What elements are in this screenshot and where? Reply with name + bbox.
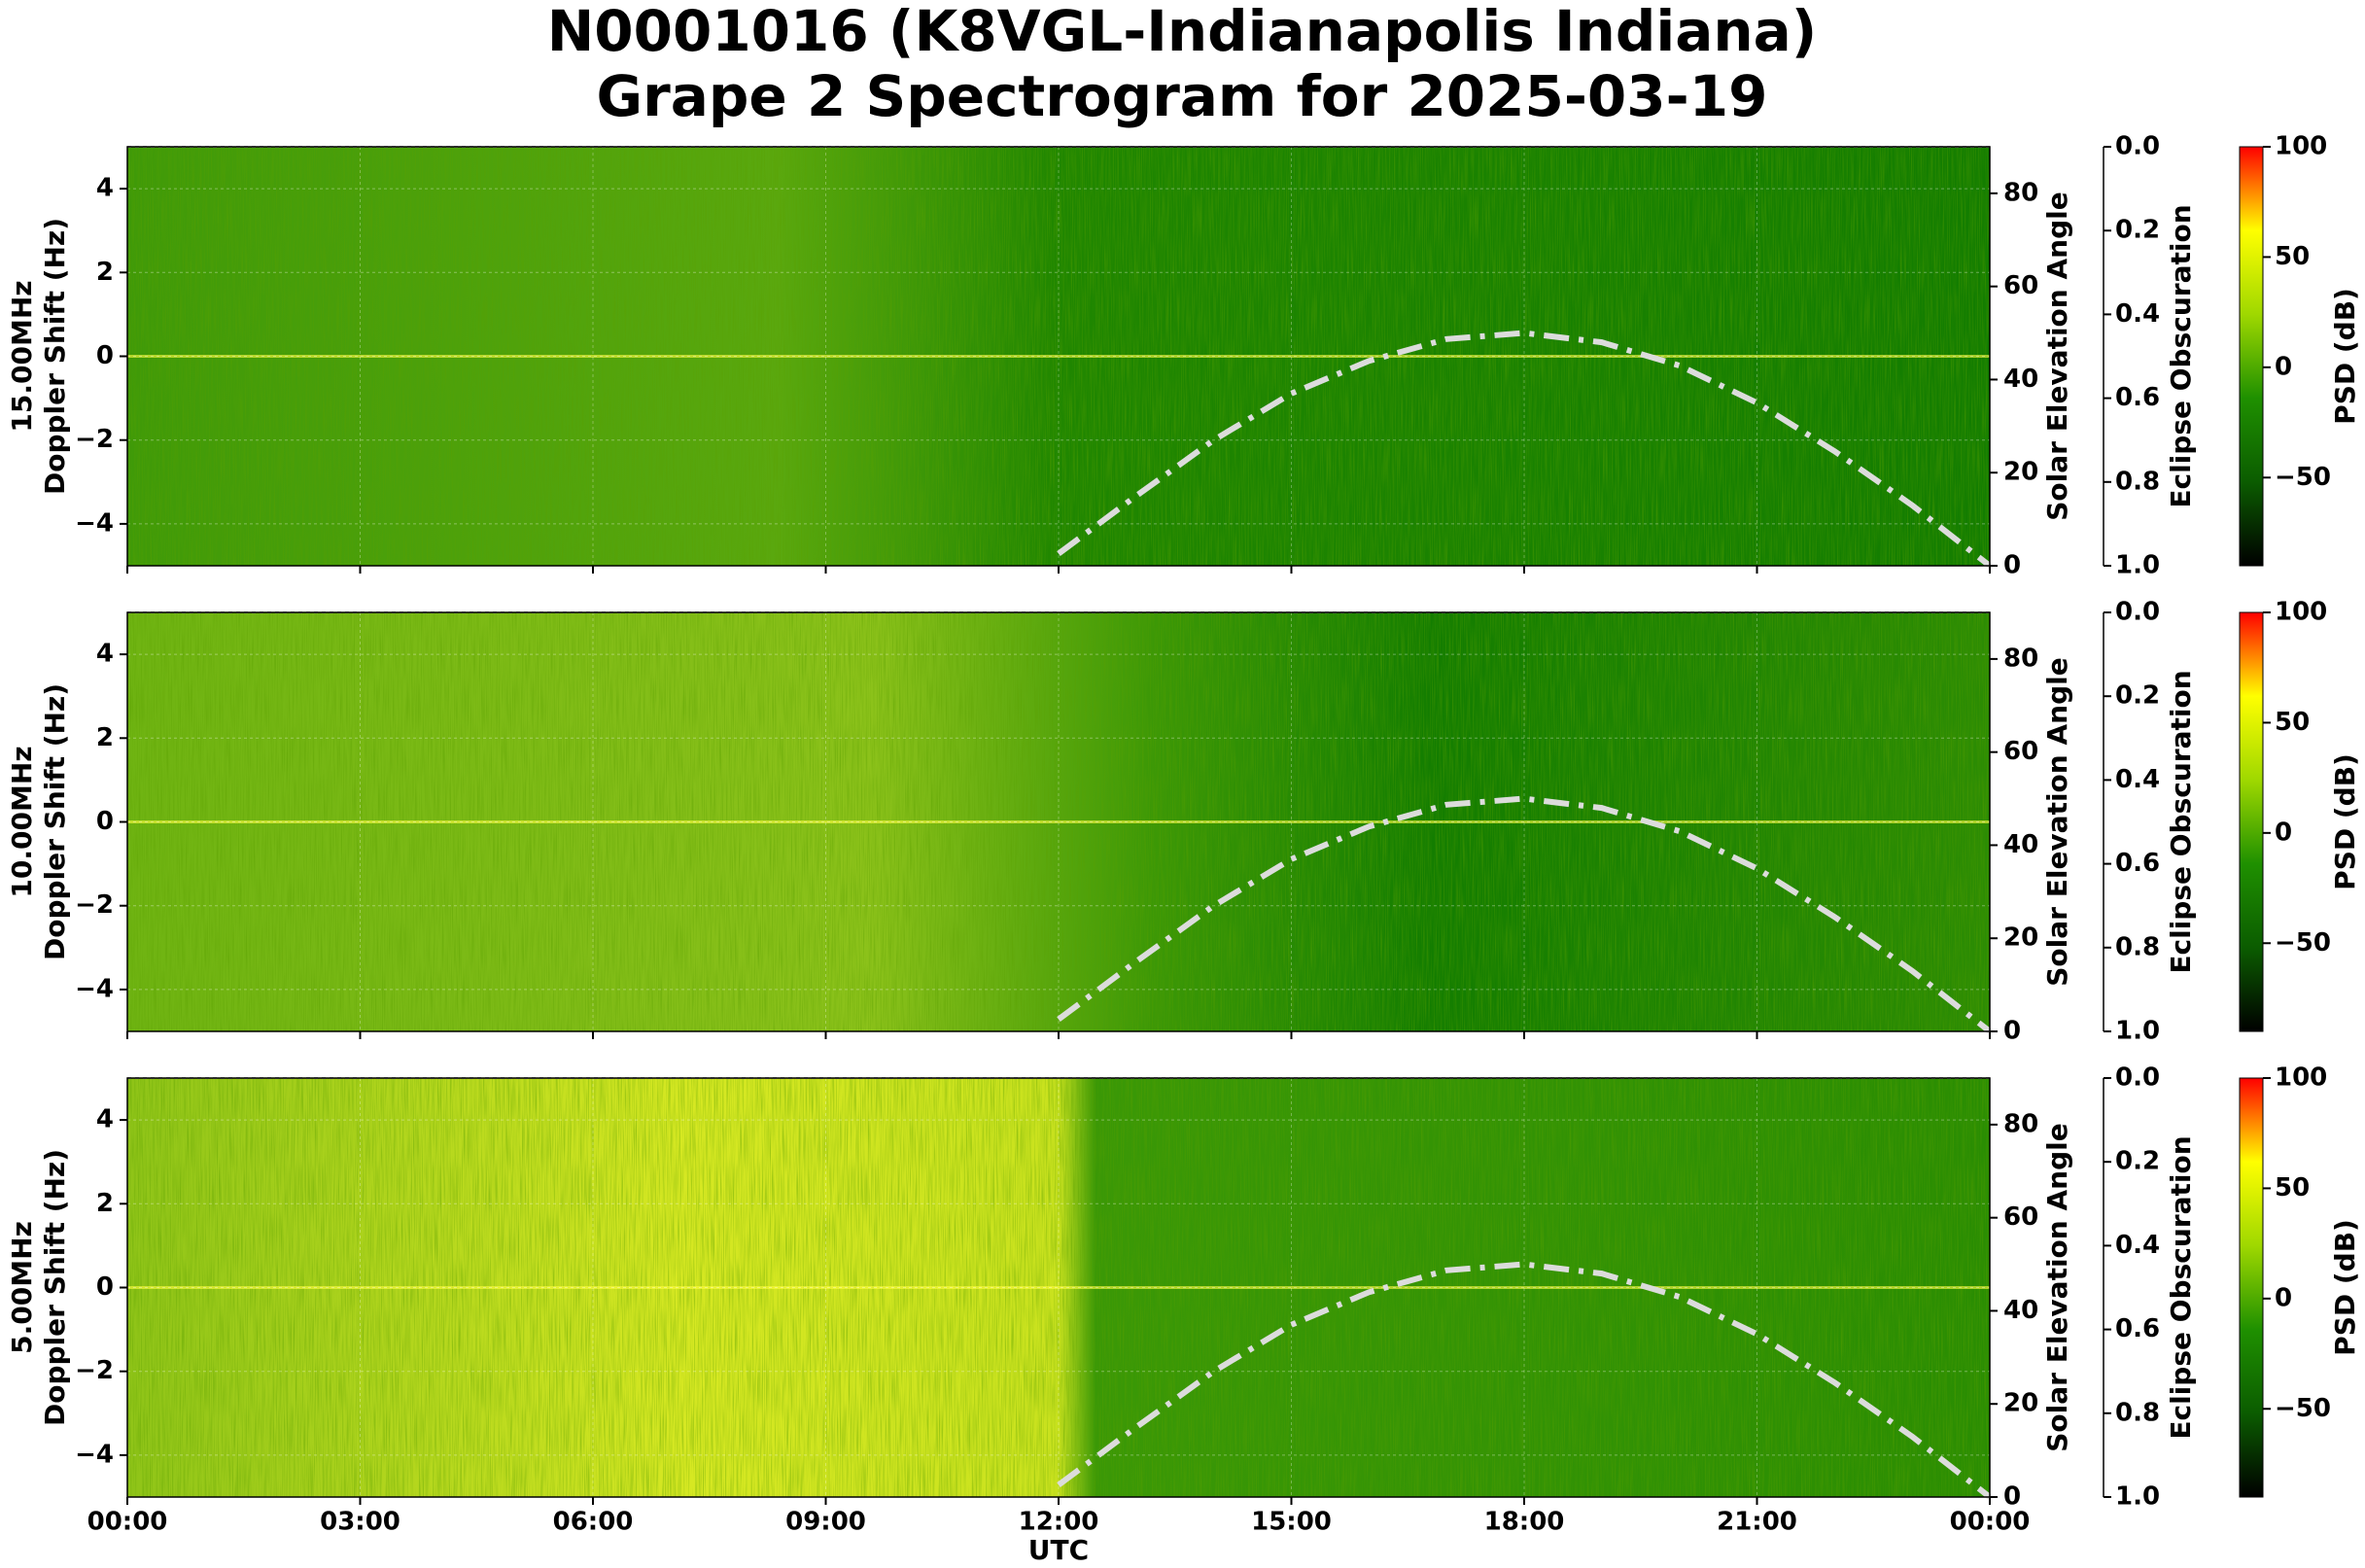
colorbar-tick-label: 50 xyxy=(2275,242,2310,271)
x-axis-label: UTC xyxy=(1028,1534,1089,1566)
y3-tick-label: 0.8 xyxy=(2115,1398,2160,1427)
y3-tick-label: 0.8 xyxy=(2115,467,2160,496)
y-tick-label: −4 xyxy=(75,1440,114,1469)
y-axis-label: 15.00MHz xyxy=(6,280,38,432)
colorbar-label: PSD (dB) xyxy=(2329,753,2361,890)
plot-frame xyxy=(126,1077,1991,1498)
title-line: N0001016 (K8VGL-Indianapolis Indiana) xyxy=(547,0,1818,64)
x-tick-label: 00:00 xyxy=(1950,1508,2031,1537)
y-tick-label: 2 xyxy=(96,1189,114,1218)
y-tick-label: 4 xyxy=(96,640,114,669)
y-tick-label: 4 xyxy=(96,1105,114,1134)
y2-tick-label: 40 xyxy=(2003,365,2038,394)
y2-tick-label: 60 xyxy=(2003,737,2038,766)
colorbar-tick-label: 100 xyxy=(2275,598,2327,627)
y2-tick-label: 0 xyxy=(2003,1482,2021,1512)
y2-axis-label: Solar Elevation Angle xyxy=(2041,192,2073,520)
colorbar-label: PSD (dB) xyxy=(2329,288,2361,425)
y2-tick-label: 60 xyxy=(2003,271,2038,300)
y2-tick-label: 60 xyxy=(2003,1202,2038,1232)
y3-axis-label: Eclipse Obscuration xyxy=(2165,204,2197,507)
y3-tick-label: 0.2 xyxy=(2115,216,2160,245)
y-tick-label: 0 xyxy=(96,807,114,836)
y2-tick-label: 20 xyxy=(2003,923,2038,953)
y3-axis-label: Eclipse Obscuration xyxy=(2165,1135,2197,1439)
y3-tick-label: 0.2 xyxy=(2115,1147,2160,1176)
colorbar-tick-label: 100 xyxy=(2275,1063,2327,1093)
y3-tick-label: 0.0 xyxy=(2115,1063,2160,1093)
y2-tick-label: 80 xyxy=(2003,178,2038,207)
y-tick-label: −2 xyxy=(75,1356,114,1385)
y2-tick-label: 80 xyxy=(2003,1109,2038,1138)
y3-axis-label: Eclipse Obscuration xyxy=(2165,670,2197,973)
y3-tick-label: 1.0 xyxy=(2115,1017,2160,1046)
y-tick-label: 2 xyxy=(96,723,114,752)
colorbar xyxy=(2239,1077,2264,1498)
y-axis-label: Doppler Shift (Hz) xyxy=(39,1149,71,1426)
colorbar-tick-label: −50 xyxy=(2275,928,2331,958)
x-tick-label: 12:00 xyxy=(1019,1508,1099,1537)
y3-tick-label: 1.0 xyxy=(2115,1482,2160,1512)
y-tick-label: −2 xyxy=(75,425,114,454)
y3-tick-label: 0.6 xyxy=(2115,383,2160,412)
x-tick-label: 21:00 xyxy=(1717,1508,1797,1537)
y2-tick-label: 40 xyxy=(2003,1296,2038,1325)
y-axis-label: Doppler Shift (Hz) xyxy=(39,218,71,495)
colorbar-tick-label: 0 xyxy=(2275,818,2292,847)
y2-tick-label: 80 xyxy=(2003,644,2038,673)
y-axis-label: 10.00MHz xyxy=(6,746,38,897)
plot-frame xyxy=(126,146,1991,567)
colorbar-label: PSD (dB) xyxy=(2329,1219,2361,1356)
colorbar xyxy=(2239,611,2264,1032)
x-tick-label: 15:00 xyxy=(1251,1508,1332,1537)
y3-tick-label: 1.0 xyxy=(2115,551,2160,580)
y3-tick-label: 0.8 xyxy=(2115,932,2160,961)
y2-tick-label: 0 xyxy=(2003,551,2021,580)
y3-tick-label: 0.0 xyxy=(2115,132,2160,161)
y-tick-label: 0 xyxy=(96,341,114,370)
colorbar-tick-label: −50 xyxy=(2275,1394,2331,1423)
x-tick-label: 09:00 xyxy=(785,1508,866,1537)
y3-tick-label: 0.4 xyxy=(2115,299,2160,329)
y3-tick-label: 0.2 xyxy=(2115,681,2160,711)
y3-tick-label: 0.6 xyxy=(2115,1314,2160,1343)
y-axis-label: Doppler Shift (Hz) xyxy=(39,683,71,960)
y3-tick-label: 0.4 xyxy=(2115,765,2160,794)
solar-elevation-line xyxy=(1057,330,1992,569)
y-axis-label: 5.00MHz xyxy=(6,1221,38,1354)
colorbar-tick-label: 50 xyxy=(2275,1173,2310,1202)
colorbar-tick-label: 50 xyxy=(2275,708,2310,737)
colorbar-tick-label: 0 xyxy=(2275,352,2292,381)
x-tick-label: 06:00 xyxy=(553,1508,634,1537)
y3-tick-label: 0.0 xyxy=(2115,598,2160,627)
title-line: Grape 2 Spectrogram for 2025-03-19 xyxy=(597,63,1768,129)
colorbar-tick-label: 0 xyxy=(2275,1283,2292,1312)
y-tick-label: 4 xyxy=(96,174,114,203)
colorbar-tick-label: 100 xyxy=(2275,132,2327,161)
solar-elevation-line xyxy=(1057,795,1992,1034)
y3-tick-label: 0.6 xyxy=(2115,849,2160,878)
y-tick-label: −4 xyxy=(75,974,114,1003)
y2-axis-label: Solar Elevation Angle xyxy=(2041,657,2073,986)
colorbar-tick-label: −50 xyxy=(2275,463,2331,492)
y2-tick-label: 40 xyxy=(2003,830,2038,859)
x-tick-label: 18:00 xyxy=(1484,1508,1565,1537)
y-tick-label: 0 xyxy=(96,1272,114,1302)
y2-tick-label: 20 xyxy=(2003,458,2038,487)
y2-tick-label: 20 xyxy=(2003,1389,2038,1418)
x-tick-label: 00:00 xyxy=(87,1508,168,1537)
y2-tick-label: 0 xyxy=(2003,1017,2021,1046)
y-tick-label: −4 xyxy=(75,508,114,538)
y-tick-label: −2 xyxy=(75,890,114,920)
y-tick-label: 2 xyxy=(96,258,114,287)
y3-tick-label: 0.4 xyxy=(2115,1231,2160,1260)
solar-elevation-line xyxy=(1057,1261,1992,1500)
y2-axis-label: Solar Elevation Angle xyxy=(2041,1123,2073,1451)
plot-frame xyxy=(126,611,1991,1032)
colorbar xyxy=(2239,146,2264,567)
x-tick-label: 03:00 xyxy=(320,1508,400,1537)
